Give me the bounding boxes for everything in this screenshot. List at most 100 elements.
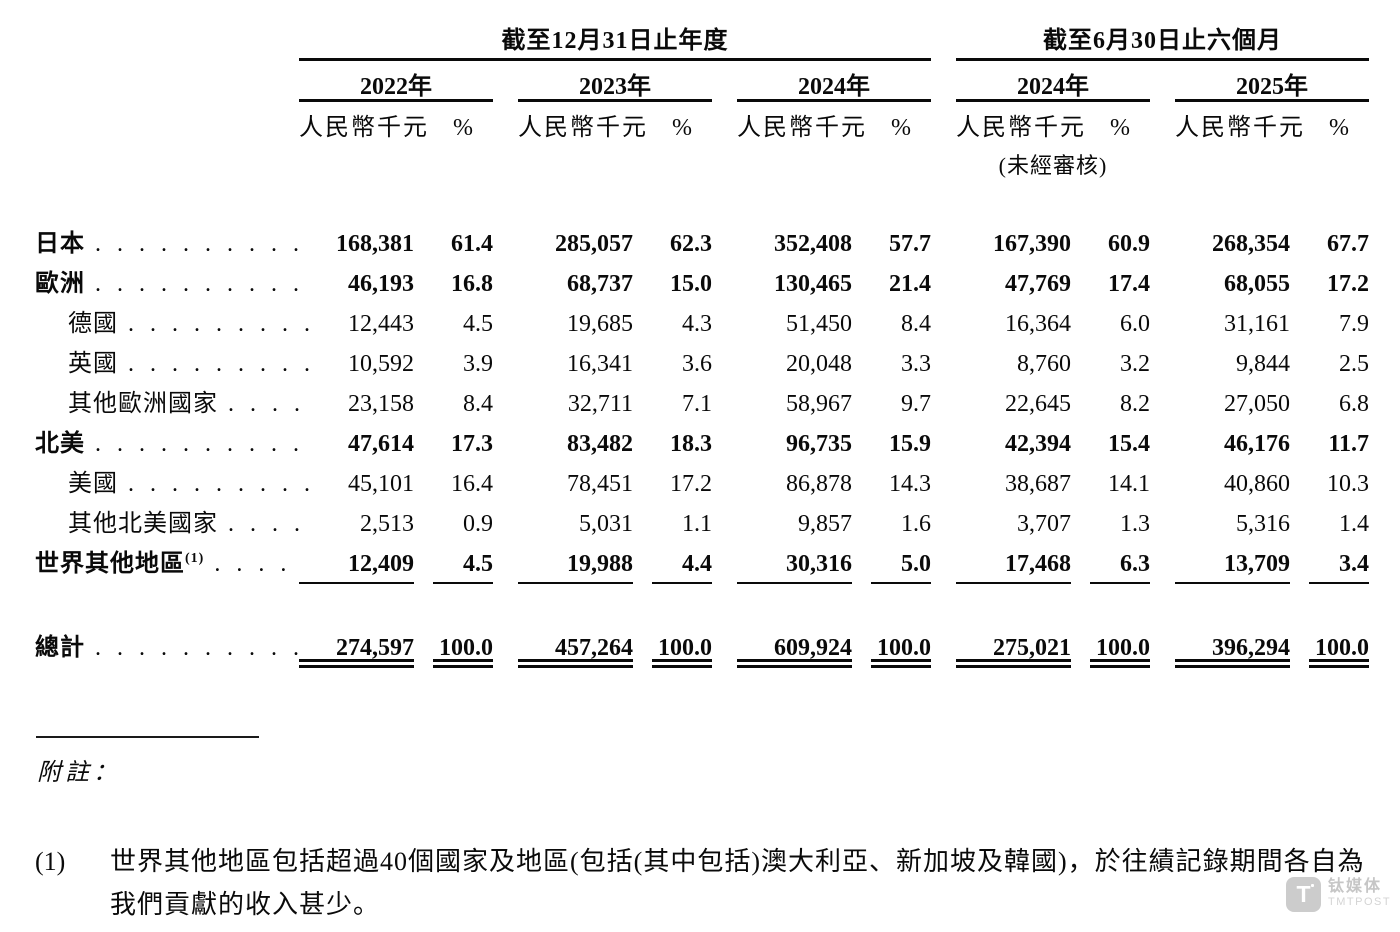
table-row: 總計 . . . . . . . . . . 274,597 100.0 457,264…	[35, 628, 1369, 668]
amount-cell: 83,482	[567, 431, 633, 457]
unit-label: 人民幣千元	[518, 115, 648, 141]
cell-spacer	[852, 464, 871, 504]
cell-spacer	[633, 224, 652, 264]
leader-dots: . . . .	[228, 391, 301, 417]
cell-spacer	[633, 504, 652, 544]
amount-cell: 274,597	[299, 628, 414, 668]
cell-spacer	[414, 384, 433, 424]
amount-cell: 13,709	[1175, 544, 1290, 584]
row-label: 德國 . . . . . . . . .	[35, 304, 310, 344]
row-label: 世界其他地區(1) . . . .	[35, 544, 299, 584]
leader-dots: . . . . . . . . . .	[95, 271, 300, 297]
cell-spacer	[1290, 384, 1309, 424]
percent-cell: 11.7	[1328, 431, 1369, 457]
row-label: 總計 . . . . . . . . . .	[35, 628, 299, 668]
percent-cell: 3.3	[901, 351, 931, 377]
header-label-spacer	[35, 146, 299, 184]
table-row: 歐洲 . . . . . . . . . . 46,193 16.8 68,737 15.…	[35, 264, 1369, 304]
table-row: 美國 . . . . . . . . . 45,101 16.4 78,451 17.2 8…	[35, 464, 1369, 504]
cell-spacer	[633, 424, 652, 464]
percent-cell: 15.0	[670, 271, 712, 297]
percent-cell: 4.4	[652, 544, 712, 584]
amount-cell: 12,443	[348, 311, 414, 337]
column-group-interim: 截至6月30日止六個月	[956, 28, 1369, 61]
cell-spacer	[1071, 544, 1090, 584]
cell-spacer	[633, 464, 652, 504]
period-cells: 19,988 4.4	[518, 544, 712, 584]
amount-cell: 23,158	[348, 391, 414, 417]
row-label-text: 總計	[35, 635, 85, 661]
period-cells: 13,709 3.4	[1175, 544, 1369, 584]
period-cells: 274,597 100.0	[299, 628, 493, 668]
cell-spacer	[1071, 504, 1090, 544]
amount-cell: 86,878	[786, 471, 852, 497]
year-header-2025-interim: 2025年	[1175, 61, 1369, 102]
row-label-text: 日本	[35, 231, 85, 257]
percent-cell: 7.9	[1339, 311, 1369, 337]
percent-cell: 1.6	[901, 511, 931, 537]
period-cells: 30,316 5.0	[737, 544, 931, 584]
leader-dots: . . . . . . . . .	[128, 471, 311, 497]
year-header-2023: 2023年	[518, 61, 712, 102]
cell-spacer	[633, 384, 652, 424]
footnote-text: 世界其他地區包括超過40個國家及地區(包括(其中包括)澳大利亞、新加坡及韓國)，…	[110, 847, 1365, 919]
amount-cell: 457,264	[518, 628, 633, 668]
cell-spacer	[414, 304, 433, 344]
year-header-2024: 2024年	[737, 61, 931, 102]
leader-dots: . . . .	[214, 551, 288, 577]
leader-dots: . . . . . . . . . .	[95, 431, 300, 457]
cell-spacer	[414, 424, 433, 464]
cell-spacer	[1290, 628, 1309, 668]
percent-cell: 1.1	[682, 511, 712, 537]
column-group-annual-title: 截至12月31日止年度	[501, 28, 729, 54]
cell-spacer	[1290, 424, 1309, 464]
unaudited-spacer	[737, 146, 931, 184]
header-label-spacer	[35, 102, 299, 146]
unaudited-spacer	[299, 146, 493, 184]
table-header-unaudited: (未經審核)	[35, 146, 1369, 184]
table-header-units: 人民幣千元 % 人民幣千元 % 人民幣千元 % 人民幣千元 % 人民幣千元 %	[35, 102, 1369, 146]
cell-spacer	[633, 304, 652, 344]
tmtpost-logo-icon: T	[1286, 877, 1321, 912]
table-header-years: 2022年 2023年 2024年 2024年 2025年	[35, 61, 1369, 102]
tmtpost-watermark: T 钛媒体 TMTPOST	[1286, 877, 1391, 912]
period-cells: 8,760 3.2	[956, 344, 1150, 384]
table-row: 英國 . . . . . . . . . 10,592 3.9 16,341 3.6 20,…	[35, 344, 1369, 384]
period-cells: 51,450 8.4	[737, 304, 931, 344]
amount-cell: 396,294	[1175, 628, 1290, 668]
period-cells: 5,031 1.1	[518, 504, 712, 544]
table-row: 世界其他地區(1) . . . . 12,409 4.5 19,988 4.4 30,316…	[35, 544, 1369, 584]
amount-cell: 38,687	[1005, 471, 1071, 497]
cell-spacer	[1290, 224, 1309, 264]
amount-cell: 40,860	[1224, 471, 1290, 497]
table-row: 其他歐洲國家 . . . . 23,158 8.4 32,711 7.1 58,967 9.7…	[35, 384, 1369, 424]
percent-cell: 0.9	[463, 511, 493, 537]
period-cells: 268,354 67.7	[1175, 224, 1369, 264]
cell-spacer	[852, 344, 871, 384]
table-body: 日本 . . . . . . . . . . 168,381 61.4 285,057 6…	[35, 224, 1369, 668]
unit-label: 人民幣千元	[956, 115, 1086, 141]
row-label: 美國 . . . . . . . . .	[35, 464, 310, 504]
percent-cell: 4.3	[682, 311, 712, 337]
cell-spacer	[414, 264, 433, 304]
percent-cell: 3.9	[463, 351, 493, 377]
leader-dots: . . . . . . . . . .	[95, 635, 300, 661]
percent-cell: 18.3	[670, 431, 712, 457]
amount-cell: 168,381	[336, 231, 414, 257]
percent-label: %	[891, 115, 911, 141]
percent-cell: 17.2	[1327, 271, 1369, 297]
percent-cell: 3.2	[1120, 351, 1150, 377]
amount-cell: 16,364	[1005, 311, 1071, 337]
cell-spacer	[633, 544, 652, 584]
period-cells: 457,264 100.0	[518, 628, 712, 668]
period-cells: 32,711 7.1	[518, 384, 712, 424]
amount-cell: 9,844	[1236, 351, 1290, 377]
cell-spacer	[852, 304, 871, 344]
row-label-text: 德國	[68, 311, 118, 337]
row-label-text: 其他北美國家	[68, 511, 218, 537]
row-label: 北美 . . . . . . . . . .	[35, 424, 299, 464]
year-header-2022: 2022年	[299, 61, 493, 102]
header-label-spacer	[35, 61, 299, 102]
period-cells: 17,468 6.3	[956, 544, 1150, 584]
period-cells: 19,685 4.3	[518, 304, 712, 344]
